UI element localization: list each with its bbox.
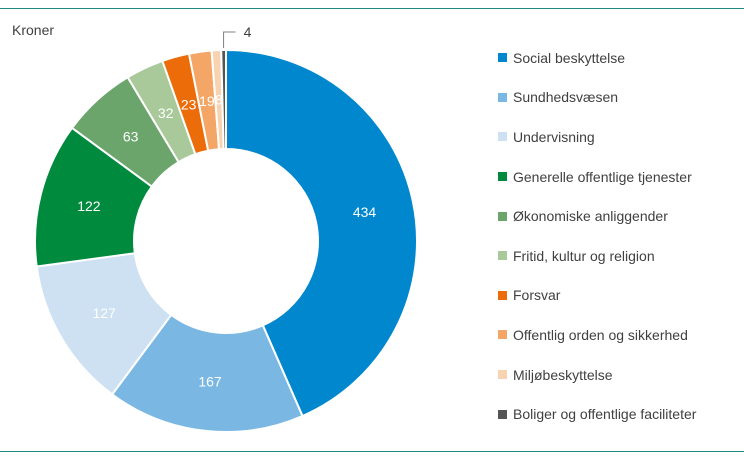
donut-chart: 434 167 127 122 63 32 23 19 8 4 — [34, 24, 418, 433]
legend-label: Forsvar — [513, 287, 561, 304]
legend-item-generelle-offentlige-tjenester: Generelle offentlige tjenester — [498, 157, 696, 197]
legend-item-okonomiske-anliggender: Økonomiske anliggender — [498, 196, 696, 236]
legend-swatch — [498, 132, 507, 142]
legend-item-boliger-og-offentlige-faciliteter: Boliger og offentlige faciliteter — [498, 394, 696, 434]
chart-legend: Social beskyttelse Sundhedsvæsen Undervisn… — [498, 38, 696, 434]
legend-label: Undervisning — [513, 128, 595, 145]
legend-item-forsvar: Forsvar — [498, 276, 696, 316]
data-label-okonomiske-anliggender: 63 — [123, 128, 139, 144]
legend-item-undervisning: Undervisning — [498, 117, 696, 157]
legend-label: Offentlig orden og sikkerhed — [513, 326, 688, 343]
legend-swatch — [498, 251, 507, 261]
slice-sundhedsvaesen — [110, 313, 304, 433]
data-label-sundhedsvaesen: 167 — [198, 374, 222, 390]
data-label-social-beskyttelse: 434 — [353, 204, 377, 220]
data-label-boliger-og-offentlige-faciliteter: 4 — [244, 24, 252, 40]
legend-label: Sundhedsvæsen — [513, 89, 619, 106]
legend-label: Social beskyttelse — [513, 49, 626, 66]
slice-social-beskyttelse — [225, 48, 418, 418]
legend-label: Miljøbeskyttelse — [513, 366, 613, 383]
data-label-fritid-kultur-og-religion: 32 — [158, 105, 174, 121]
top-rule — [0, 8, 744, 9]
legend-item-sundhedsvaesen: Sundhedsvæsen — [498, 78, 696, 118]
legend-swatch — [498, 172, 507, 182]
data-label-generelle-offentlige-tjenester: 122 — [77, 198, 101, 214]
bottom-rule — [0, 451, 744, 452]
legend-label: Økonomiske anliggender — [513, 208, 668, 225]
slice-boliger-og-offentlige-faciliteter — [220, 48, 227, 151]
legend-swatch — [498, 53, 507, 63]
legend-swatch — [498, 211, 507, 221]
legend-swatch — [498, 92, 507, 102]
legend-item-social-beskyttelse: Social beskyttelse — [498, 38, 696, 78]
unit-label: Kroner — [12, 22, 55, 38]
leader-line — [223, 31, 236, 49]
legend-label: Boliger og offentlige faciliteter — [513, 406, 697, 423]
data-label-undervisning: 127 — [92, 305, 116, 321]
legend-label: Generelle offentlige tjenester — [513, 168, 692, 185]
legend-item-miljobeskyttelse: Miljøbeskyttelse — [498, 355, 696, 395]
legend-item-fritid-kultur-og-religion: Fritid, kultur og religion — [498, 236, 696, 276]
legend-item-offentlig-orden-og-sikkerhed: Offentlig orden og sikkerhed — [498, 315, 696, 355]
data-label-offentlig-orden-og-sikkerhed: 19 — [199, 93, 215, 109]
legend-label: Fritid, kultur og religion — [513, 247, 655, 264]
legend-swatch — [498, 409, 507, 419]
legend-swatch — [498, 330, 507, 340]
legend-swatch — [498, 370, 507, 380]
data-label-miljobeskyttelse: 8 — [215, 92, 223, 108]
data-label-forsvar: 23 — [181, 97, 197, 113]
legend-swatch — [498, 290, 507, 300]
